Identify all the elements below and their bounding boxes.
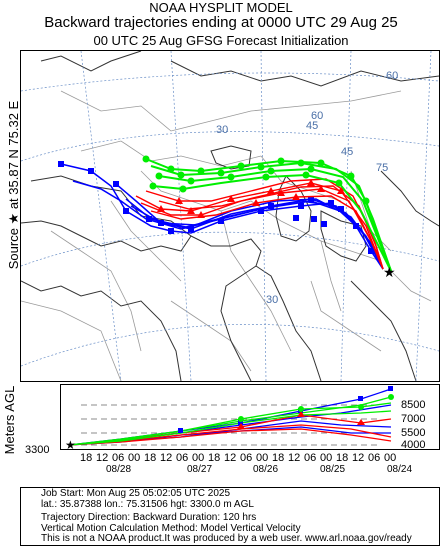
country-borders — [21, 90, 432, 381]
source-star-icon: ★ — [383, 264, 396, 280]
time-tick-label: 00 — [128, 452, 141, 464]
vertical-svg: ★ 8500 7000 5500 4000 — [65, 386, 425, 452]
time-tick-label: 18 — [80, 452, 93, 464]
time-tick-label: 12 — [96, 452, 109, 464]
time-tick-label: 12 — [224, 452, 237, 464]
lat-label-75: 75 — [376, 162, 388, 174]
time-tick-label: 00 — [192, 452, 205, 464]
time-tick-label: 12 — [288, 452, 301, 464]
time-tick-label: 12 — [352, 452, 365, 464]
height-label-5500: 5500 — [401, 427, 425, 439]
height-label-4000: 4000 — [401, 439, 425, 449]
lat-label-45b: 45 — [341, 146, 353, 158]
time-tick-label: 18 — [336, 452, 349, 464]
time-tick-label: 18 — [144, 452, 157, 464]
lat-label-60a: 60 — [311, 110, 323, 122]
title-line-1: NOAA HYSPLIT MODEL — [149, 0, 293, 15]
date-tick-label: 08/25 — [320, 464, 346, 475]
height-label-7000: 7000 — [401, 413, 425, 425]
lat-label-30: 30 — [216, 124, 228, 136]
date-tick-label: 08/27 — [187, 464, 213, 475]
source-height-label: 3300 — [25, 444, 50, 456]
vertical-profile-chart: ★ 8500 7000 5500 4000 — [60, 384, 440, 452]
lat-label-60: 60 — [386, 70, 398, 82]
time-tick-label: 06 — [304, 452, 317, 464]
grid-labels: 30 45 60 75 60 45 30 — [216, 70, 398, 306]
red-markers — [157, 179, 345, 218]
disclaimer-text: This is not a NOAA product.It was produc… — [41, 533, 412, 544]
date-tick-label: 08/24 — [387, 464, 413, 475]
time-tick-label: 00 — [256, 452, 269, 464]
time-tick-label: 06 — [112, 452, 125, 464]
time-tick-label: 06 — [176, 452, 189, 464]
date-tick-label: 08/28 — [106, 464, 132, 475]
profile-lines — [68, 388, 392, 446]
time-tick-label: 18 — [208, 452, 221, 464]
time-tick-label: 12 — [160, 452, 173, 464]
vertical-axis-label: Meters AGL — [2, 385, 17, 455]
title-line-2: Backward trajectories ending at 0000 UTC… — [44, 14, 398, 31]
profile-source-star-icon: ★ — [65, 438, 76, 449]
title-line-3: 00 UTC 25 Aug GFSG Forecast Initializati… — [93, 33, 349, 48]
info-box: Job Start: Mon Aug 25 05:02:05 UTC 2025 … — [20, 487, 440, 546]
lat-label-30b: 30 — [266, 294, 278, 306]
time-tick-label: 06 — [240, 452, 253, 464]
profile-markers — [178, 386, 394, 433]
blue-markers — [58, 161, 374, 254]
vertical-method-text: Vertical Motion Calculation Method: Mode… — [41, 522, 301, 534]
job-start-text: Job Start: Mon Aug 25 05:02:05 UTC 2025 — [41, 488, 231, 499]
time-tick-label: 00 — [320, 452, 333, 464]
date-tick-label: 08/26 — [253, 464, 279, 475]
trajectory-map: 30 45 60 75 60 45 30 — [20, 50, 440, 382]
lat-label-45: 45 — [306, 120, 318, 132]
height-label-8500: 8500 — [401, 399, 425, 411]
height-level-labels: 8500 7000 5500 4000 — [401, 399, 425, 451]
direction-text: Trajectory Direction: Backward Duration:… — [41, 512, 257, 523]
location-text: lat.: 35.87388 lon.: 75.31506 hgt: 3300.… — [41, 498, 254, 510]
time-tick-label: 06 — [368, 452, 381, 464]
green-markers — [142, 155, 370, 205]
time-tick-label: 18 — [272, 452, 285, 464]
time-tick-label: 00 — [384, 452, 397, 464]
map-svg: 30 45 60 75 60 45 30 — [21, 51, 439, 381]
